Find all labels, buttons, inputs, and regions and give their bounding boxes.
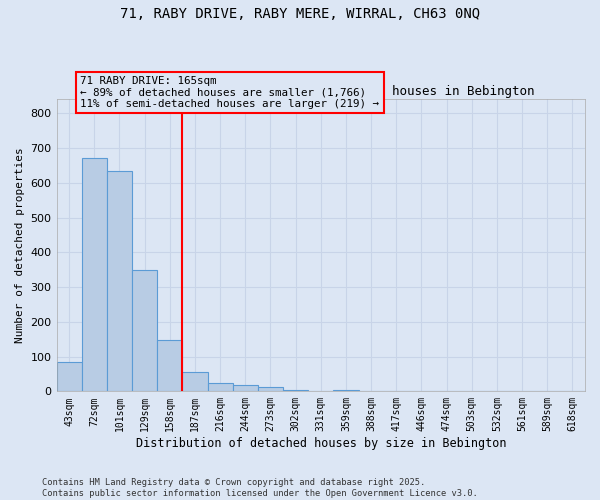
Text: 71 RABY DRIVE: 165sqm
← 89% of detached houses are smaller (1,766)
11% of semi-d: 71 RABY DRIVE: 165sqm ← 89% of detached …: [80, 76, 379, 109]
X-axis label: Distribution of detached houses by size in Bebington: Distribution of detached houses by size …: [136, 437, 506, 450]
Bar: [107, 170, 132, 392]
Bar: [182, 372, 208, 392]
Bar: [132, 270, 157, 392]
Bar: [82, 158, 107, 392]
Bar: [258, 387, 283, 392]
Bar: [56, 362, 82, 392]
Bar: [157, 340, 182, 392]
Bar: [233, 384, 258, 392]
Bar: [334, 390, 359, 392]
Bar: [208, 384, 233, 392]
Bar: [283, 390, 308, 392]
Text: 71, RABY DRIVE, RABY MERE, WIRRAL, CH63 0NQ: 71, RABY DRIVE, RABY MERE, WIRRAL, CH63 …: [120, 8, 480, 22]
Title: Size of property relative to detached houses in Bebington: Size of property relative to detached ho…: [107, 85, 535, 98]
Text: Contains HM Land Registry data © Crown copyright and database right 2025.
Contai: Contains HM Land Registry data © Crown c…: [42, 478, 478, 498]
Y-axis label: Number of detached properties: Number of detached properties: [15, 148, 25, 343]
